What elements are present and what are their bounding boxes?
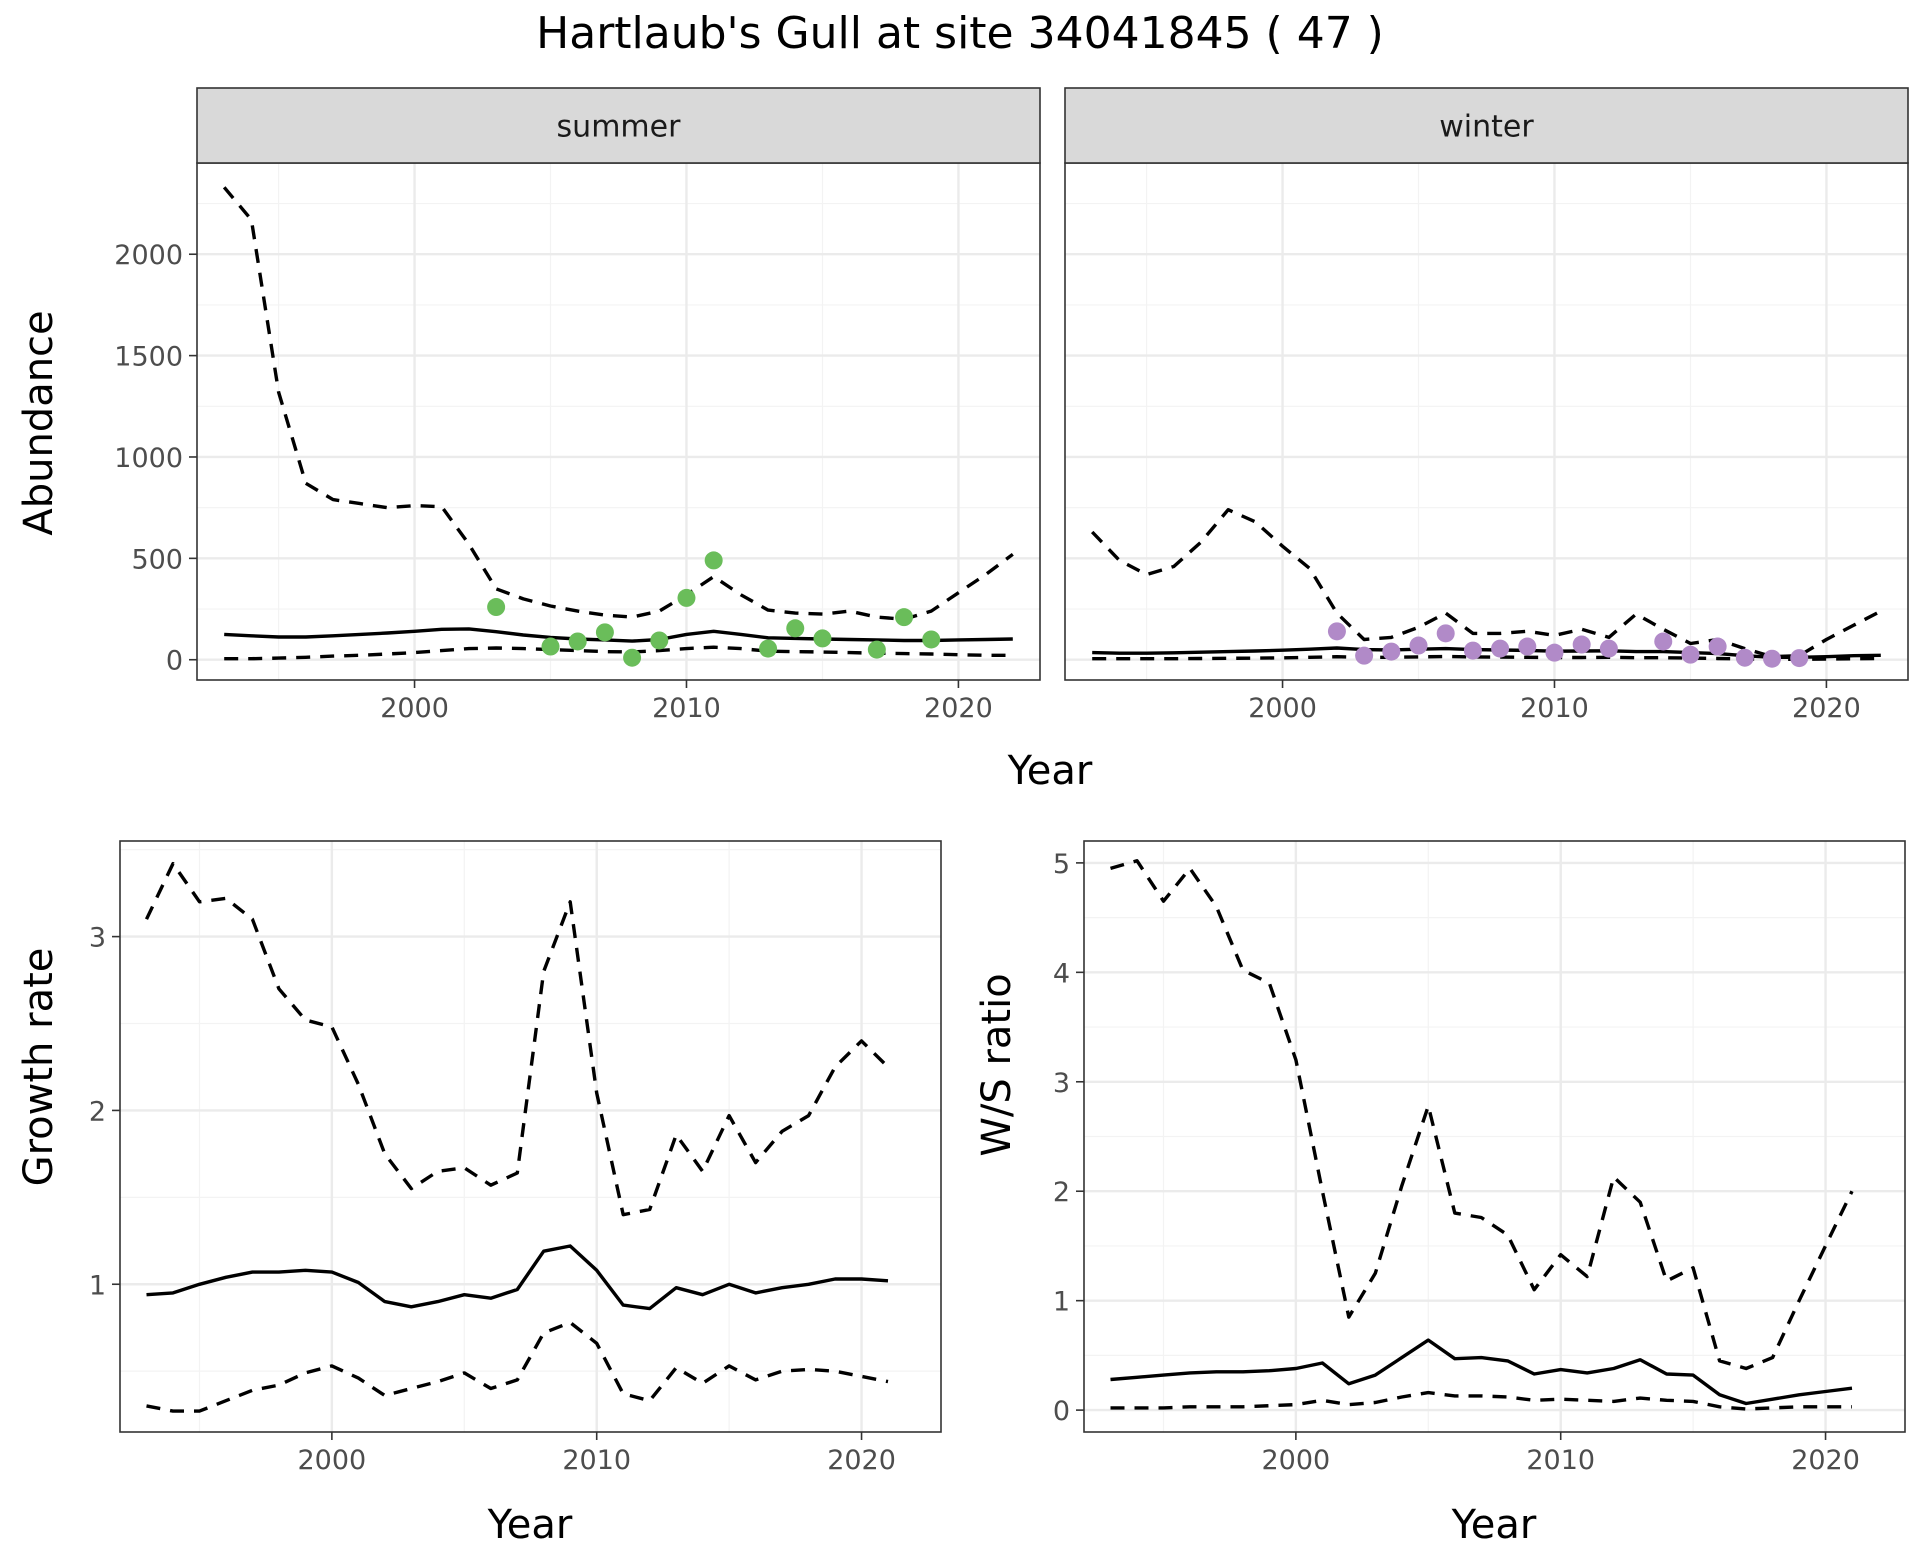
summer-data-point [759, 639, 778, 658]
ratio-estimate-line [1110, 1338, 1853, 1406]
winter-data-point [1708, 637, 1727, 656]
winter-data-point [1355, 646, 1374, 665]
growth-lower-line [146, 1320, 889, 1413]
winter-panel-border [1064, 162, 1909, 681]
ratio-y-axis-title: W/S ratio [974, 973, 1020, 1156]
ratio-lower-line [1110, 1390, 1852, 1411]
winter-data-point [1491, 639, 1510, 658]
winter-data-point [1382, 642, 1401, 661]
y-tick-label: 1 [89, 1270, 106, 1301]
winter-data-point [1735, 648, 1754, 667]
summer-lower-line [224, 645, 1013, 661]
summer-data-point [867, 640, 886, 659]
y-tick-label: 0 [1053, 1396, 1070, 1427]
y-tick-label: 3 [1053, 1068, 1070, 1099]
growth-panel: 2000 2010 2020 1 2 3 [89, 840, 942, 1476]
plot-title: Hartlaub's Gull at site 34041845 ( 47 ) [536, 8, 1384, 59]
winter-data-point [1763, 649, 1782, 668]
y-tick-label: 4 [1053, 958, 1070, 989]
growth-upper-line [144, 861, 890, 1217]
summer-data-point [677, 588, 696, 607]
summer-strip [196, 87, 1041, 164]
x-tick-label: 2020 [924, 693, 993, 724]
y-tick-label: 5 [1053, 849, 1070, 880]
summer-strip-label: summer [557, 110, 682, 145]
x-tick-label: 2010 [1526, 1445, 1595, 1476]
x-tick-label: 2020 [1792, 693, 1861, 724]
x-tick-label: 2010 [652, 693, 721, 724]
x-tick-label: 2000 [380, 693, 449, 724]
summer-data-point [541, 637, 560, 656]
winter-strip [1064, 87, 1909, 164]
summer-upper-line [222, 186, 1014, 621]
winter-upper-line [1090, 508, 1882, 659]
summer-data-point [922, 630, 941, 649]
summer-data-point [595, 623, 614, 642]
summer-data-point [623, 648, 642, 667]
ratio-x-axis-title: Year [1451, 1502, 1537, 1548]
growth-y-axis-title: Growth rate [16, 948, 62, 1187]
winter-data-point [1790, 649, 1809, 668]
summer-data-point [813, 629, 832, 648]
winter-data-point [1409, 636, 1428, 655]
x-tick-label: 2020 [827, 1445, 896, 1476]
x-tick-label: 2000 [1248, 693, 1317, 724]
x-tick-label: 2010 [562, 1445, 631, 1476]
y-tick-label: 2 [1053, 1177, 1070, 1208]
y-tick-label: 1500 [114, 342, 183, 373]
summer-data-point [704, 551, 723, 570]
summer-data-point [786, 619, 805, 638]
x-tick-label: 2010 [1520, 693, 1589, 724]
ratio-panel-border [1083, 840, 1906, 1433]
summer-data-point [487, 598, 506, 617]
y-tick-label: 1000 [114, 443, 183, 474]
y-tick-label: 2000 [114, 240, 183, 271]
x-tick-label: 2020 [1791, 1445, 1860, 1476]
summer-data-point [568, 632, 587, 651]
winter-data-point [1654, 632, 1673, 651]
winter-data-point [1545, 643, 1564, 662]
x-tick-label: 2000 [298, 1445, 367, 1476]
growth-panel-border [119, 840, 942, 1433]
y-tick-label: 1 [1053, 1287, 1070, 1318]
winter-panel: winter 2000 2010 2020 [1064, 87, 1909, 724]
summer-panel-border [196, 162, 1041, 681]
top-y-axis-title: Abundance [16, 310, 62, 535]
winter-strip-label: winter [1439, 110, 1534, 145]
y-tick-label: 0 [166, 646, 183, 677]
summer-data-point [895, 608, 914, 627]
y-tick-label: 500 [131, 544, 183, 575]
y-tick-label: 3 [89, 923, 106, 954]
winter-data-point [1599, 639, 1618, 658]
summer-data-point [650, 631, 669, 650]
winter-data-point [1518, 637, 1537, 656]
top-x-axis-title: Year [1007, 748, 1093, 794]
x-tick-label: 2000 [1262, 1445, 1331, 1476]
growth-estimate-line [146, 1244, 889, 1311]
winter-data-point [1572, 635, 1591, 654]
winter-data-point [1463, 641, 1482, 660]
winter-data-point [1436, 624, 1455, 643]
ratio-upper-line [1110, 859, 1854, 1371]
winter-data-point [1327, 622, 1346, 641]
winter-data-point [1681, 645, 1700, 664]
ratio-panel: 2000 2010 2020 0 1 2 3 4 5 [1053, 840, 1906, 1476]
summer-estimate-line [224, 627, 1013, 643]
summer-panel: summer 2000 2010 2020 0 500 1000 1500 2000 [114, 87, 1041, 724]
y-tick-label: 2 [89, 1096, 106, 1127]
growth-x-axis-title: Year [487, 1502, 573, 1548]
